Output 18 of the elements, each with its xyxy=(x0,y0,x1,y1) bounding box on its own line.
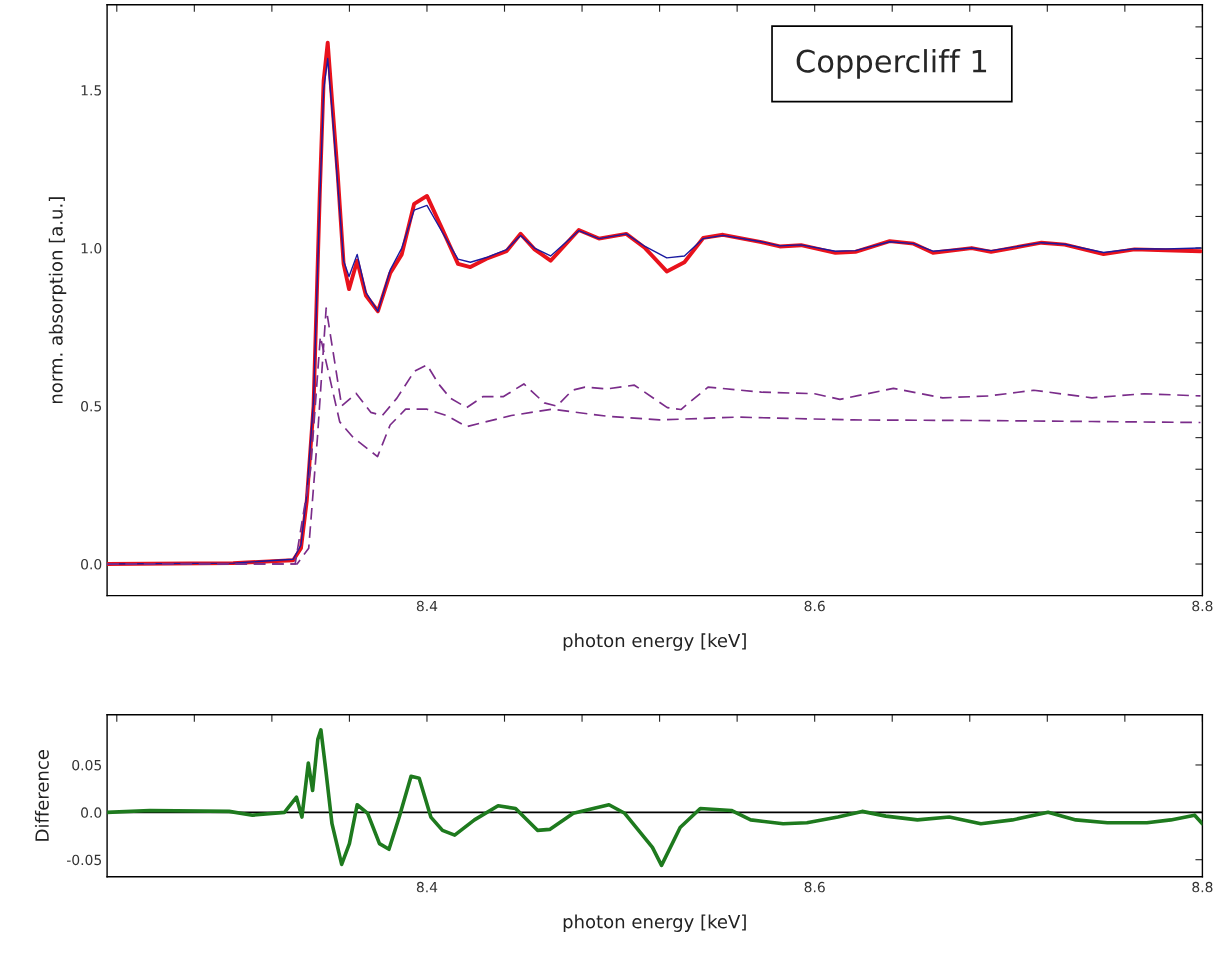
y-tick-label: -0.05 xyxy=(66,854,102,866)
x-tick-label: 8.6 xyxy=(804,881,825,893)
y-tick-label: 1.5 xyxy=(81,85,102,96)
y-axis-title: Difference xyxy=(34,750,49,841)
y-tick-label: 0.0 xyxy=(81,559,102,570)
x-axis-title: photon energy [keV] xyxy=(563,914,746,932)
y-tick-label: 0.0 xyxy=(81,807,102,818)
y-axis-title: norm. absorption [a.u.] xyxy=(48,197,67,404)
y-tick-label: 0.5 xyxy=(81,401,102,412)
x-tick-label: 8.4 xyxy=(416,600,438,612)
x-tick-label: 8.8 xyxy=(1192,600,1213,612)
annotation: Coppercliff 1 xyxy=(796,49,987,79)
y-tick-label: 1.0 xyxy=(81,243,102,254)
x-tick-label: 8.4 xyxy=(416,881,438,893)
x-tick-label: 8.6 xyxy=(804,600,825,612)
x-tick-label: 8.8 xyxy=(1192,881,1213,893)
y-tick-label: 0.05 xyxy=(72,759,102,771)
x-axis-title: photon energy [keV] xyxy=(563,633,746,651)
